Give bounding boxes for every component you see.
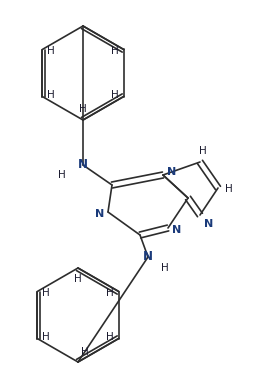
Text: H: H <box>42 331 50 341</box>
Text: N: N <box>78 159 88 171</box>
Text: H: H <box>111 89 119 99</box>
Text: H: H <box>47 89 55 99</box>
Text: H: H <box>47 47 55 57</box>
Text: N: N <box>95 209 104 219</box>
Text: H: H <box>225 184 233 194</box>
Text: N: N <box>204 219 213 229</box>
Text: H: H <box>106 331 114 341</box>
Text: H: H <box>161 263 169 273</box>
Text: H: H <box>42 288 50 298</box>
Text: H: H <box>81 347 89 357</box>
Text: N: N <box>167 167 176 177</box>
Text: H: H <box>79 104 87 114</box>
Text: H: H <box>106 288 114 298</box>
Text: N: N <box>172 225 181 235</box>
Text: H: H <box>74 274 82 284</box>
Text: H: H <box>199 146 207 156</box>
Text: H: H <box>58 170 66 180</box>
Text: H: H <box>111 47 119 57</box>
Text: N: N <box>143 251 153 263</box>
